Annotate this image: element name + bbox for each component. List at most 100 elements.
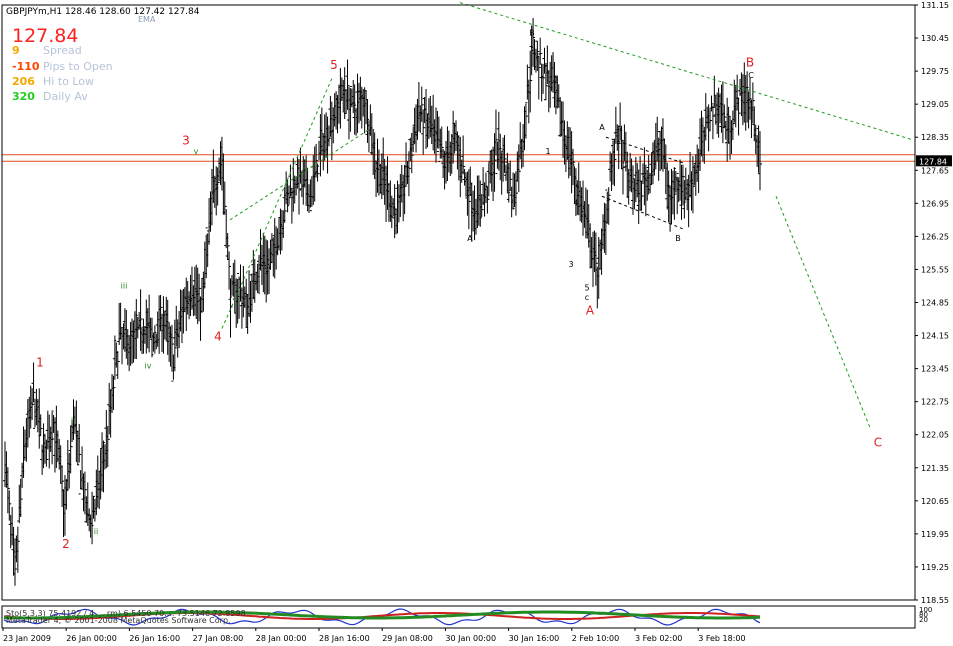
pips-to-open-label: Pips to Open: [43, 60, 113, 73]
ohlc-bar: [571, 148, 576, 186]
hi-to-low-value: 206: [12, 75, 35, 88]
ohlc-bar: [531, 18, 536, 67]
wave-label: iii: [121, 281, 128, 290]
y-tick-label: 129.75: [921, 67, 949, 76]
spread-label: Spread: [43, 44, 82, 57]
y-tick-label: 122.75: [921, 398, 949, 407]
wave-label: iv: [145, 362, 152, 371]
wave-label: 3: [182, 133, 190, 147]
ohlc-bar: [593, 232, 598, 286]
x-tick-label: 28 Jan 00:00: [256, 634, 307, 643]
ohlc-bar: [227, 251, 232, 290]
ohlc-bar: [543, 62, 548, 101]
ohlc-bar: [287, 185, 292, 207]
wave-label: ii: [94, 527, 98, 536]
y-tick-label: 126.25: [921, 232, 949, 241]
ohlc-bar: [169, 324, 174, 372]
ohlc-bar: [44, 439, 49, 467]
ohlc-bar: [736, 97, 741, 136]
ohlc-bar: [115, 350, 120, 379]
wave-label: C: [874, 436, 882, 450]
ohlc-bar: [282, 186, 287, 223]
trend-lines: [221, 2, 913, 428]
ohlc-bar: [181, 288, 186, 334]
trend-line: [601, 195, 685, 230]
ohlc-bar: [5, 467, 10, 514]
wave-label: 5: [584, 284, 589, 293]
ohlc-bar: [502, 135, 507, 173]
symbol-header: GBPJPYm,H1 128.46 128.60 127.42 127.84: [6, 7, 200, 17]
hi-to-low-label: Hi to Low: [43, 75, 94, 88]
y-tick-label: 128.35: [921, 133, 949, 142]
ohlc-bar: [31, 362, 36, 403]
ohlc-bar: [221, 153, 226, 215]
price-axis: 131.15 130.45 129.75 129.05 128.35 127.65 126.…: [1, 1, 952, 629]
ohlc-bar: [225, 233, 230, 260]
ohlc-bar: [672, 167, 677, 220]
wave-label: 1: [36, 355, 44, 369]
wave-label: 2: [553, 76, 558, 85]
ohlc-bar: [528, 50, 533, 113]
x-tick-label: 2 Feb 10:00: [572, 634, 619, 643]
ohlc-bar: [492, 133, 497, 192]
ohlc-bar: [326, 125, 331, 147]
trend-line: [459, 2, 913, 141]
wave-label: B: [675, 234, 681, 243]
ohlc-bar: [197, 273, 202, 322]
wave-label: 4: [573, 199, 578, 208]
indicator-axis-label: 100: [919, 606, 932, 614]
ohlc-bar: [409, 132, 414, 174]
ohlc-bar: [483, 172, 488, 203]
ohlc-bar: [708, 109, 713, 132]
y-tick-label: 130.45: [921, 34, 949, 43]
ohlc-bar: [15, 526, 20, 573]
ohlc-bar: [523, 103, 528, 139]
x-tick-label: 3 Feb 02:00: [635, 634, 682, 643]
wave-label: B: [529, 29, 535, 38]
ohlc-bar: [690, 156, 695, 214]
y-tick-label: 125.55: [921, 265, 949, 274]
ohlc-bar: [402, 164, 407, 215]
ohlc-bar: [461, 135, 466, 175]
ohlc-bar: [612, 138, 617, 187]
ohlc-bar: [508, 160, 513, 194]
ohlc-bar: [158, 294, 163, 332]
y-tick-label: 124.85: [921, 299, 949, 308]
y-tick-label: 126.95: [921, 199, 949, 208]
ohlc-bar: [616, 125, 621, 169]
x-tick-label: 28 Jan 16:00: [319, 634, 370, 643]
ohlc-bar: [712, 75, 717, 108]
spread-value: 9: [12, 44, 20, 57]
y-tick-label: 121.35: [921, 464, 949, 473]
indicator-axis-label: 80: [919, 611, 928, 619]
y-tick-label: 122.05: [921, 431, 949, 440]
wave-label: 5: [330, 58, 338, 72]
stochastic-caption: Sto(5,3,3) 75.4192 / 4 ... rm) 6.5450 70…: [6, 609, 246, 618]
indicator-frame: [1, 605, 916, 629]
daily-average-label: Daily Av: [43, 90, 88, 103]
ohlc-bar: [536, 55, 541, 100]
ohlc-bar: [215, 167, 220, 206]
ohlc-bar: [38, 414, 43, 437]
trend-line: [605, 136, 685, 164]
ohlc-bar: [406, 151, 411, 197]
ema-label: EMA: [138, 15, 156, 24]
ohlc-bar: [172, 319, 177, 372]
x-tick-label: 27 Jan 08:00: [193, 634, 244, 643]
stochastic-smooth-line: [3, 610, 761, 620]
ohlc-bar: [315, 163, 320, 182]
y-tick-label: 119.95: [921, 530, 949, 539]
x-tick-label: 30 Jan 16:00: [509, 634, 560, 643]
current-price-label: 127.84: [919, 157, 947, 166]
y-tick-label: 118.55: [921, 596, 949, 605]
ohlc-bar: [222, 182, 227, 215]
wave-label: 1: [545, 147, 550, 156]
wave-label: 2: [62, 537, 70, 551]
ohlc-bar: [12, 538, 17, 586]
ohlc-bar: [111, 375, 116, 410]
ohlc-bar: [338, 68, 343, 129]
info-panel: 9 Spread -110 Pips to Open 206 Hi to Low…: [12, 44, 113, 103]
ohlc-bar: [82, 471, 87, 515]
